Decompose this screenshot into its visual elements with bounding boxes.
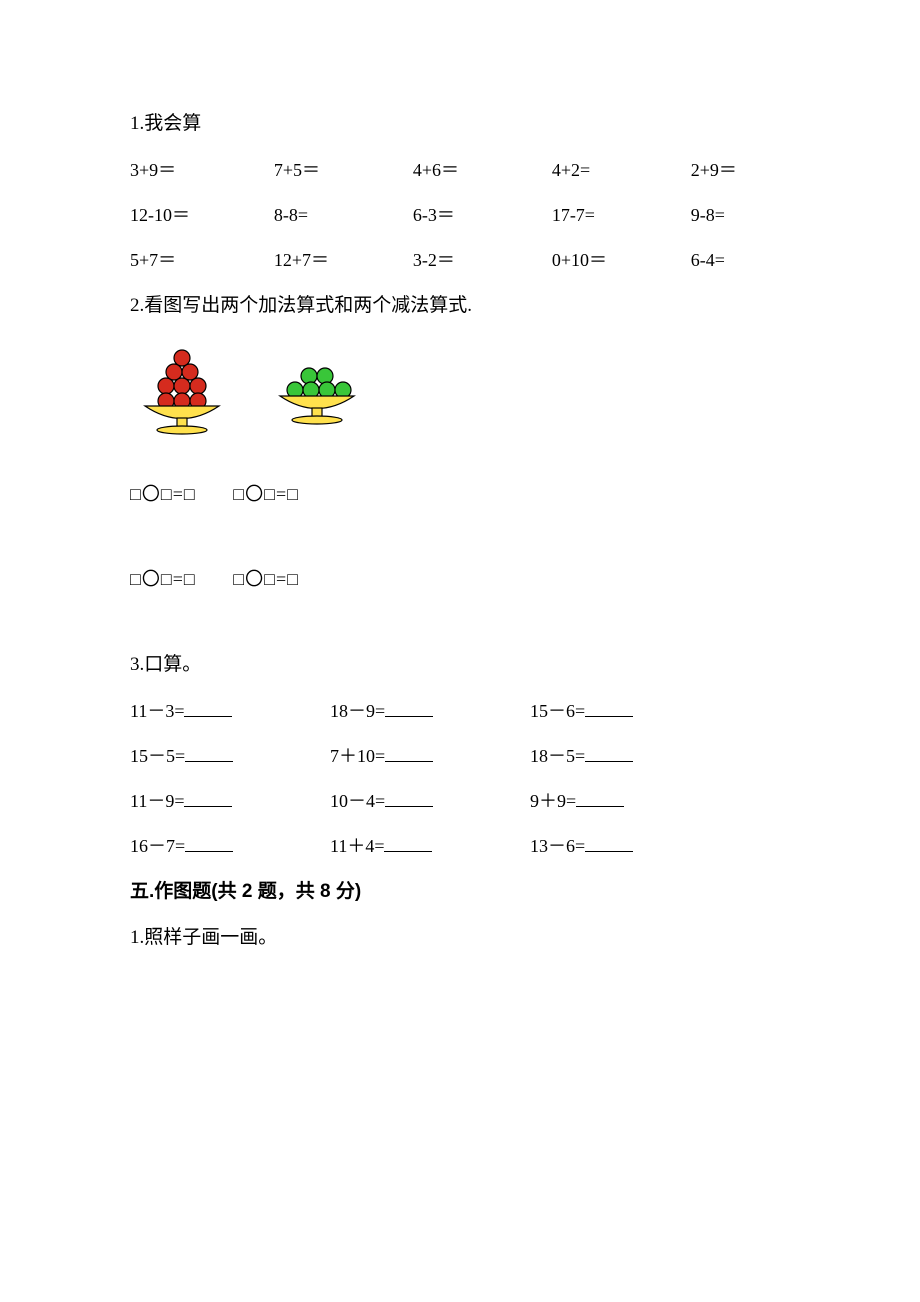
blank-line <box>576 790 624 806</box>
expr: 7＋10= <box>330 746 385 766</box>
expr: 11－3= <box>130 701 184 721</box>
mental-cell: 11－3= <box>130 698 330 725</box>
mental-row: 16－7= 11＋4= 13－6= <box>130 833 790 860</box>
calc-cell: 12+7＝ <box>274 247 413 274</box>
worksheet-page: 1.我会算 3+9＝ 7+5＝ 4+6＝ 4+2= 2+9＝ 12-10＝ 8-… <box>0 0 920 1053</box>
equation-row: □〇□=□ □〇□=□ <box>130 481 790 508</box>
calc-cell: 3-2＝ <box>413 247 552 274</box>
blank-line <box>184 790 232 806</box>
mental-cell: 10－4= <box>330 788 530 815</box>
mental-cell: 18－9= <box>330 698 530 725</box>
bowls-container <box>130 346 790 436</box>
calc-cell: 2+9＝ <box>691 157 790 184</box>
mental-cell: 9＋9= <box>530 788 730 815</box>
expr: 11＋4= <box>330 836 384 856</box>
blank-line <box>185 745 233 761</box>
expr: 18－5= <box>530 746 585 766</box>
red-bowl-icon <box>130 346 235 436</box>
blank-line <box>385 790 433 806</box>
calc-cell: 5+7＝ <box>130 247 274 274</box>
mental-row: 11－3= 18－9= 15－6= <box>130 698 790 725</box>
mental-cell: 15－6= <box>530 698 730 725</box>
blank-line <box>185 835 233 851</box>
calc-cell: 17-7= <box>552 202 691 229</box>
expr: 15－5= <box>130 746 185 766</box>
calc-row: 12-10＝ 8-8= 6-3＝ 17-7= 9-8= <box>130 202 790 229</box>
mental-row: 15－5= 7＋10= 18－5= <box>130 743 790 770</box>
calc-cell: 3+9＝ <box>130 157 274 184</box>
equation-blank: □〇□=□ <box>233 566 299 593</box>
expr: 13－6= <box>530 836 585 856</box>
equation-blank: □〇□=□ <box>130 566 196 593</box>
blank-line <box>384 835 432 851</box>
calc-cell: 7+5＝ <box>274 157 413 184</box>
equation-blank: □〇□=□ <box>233 481 299 508</box>
calc-row: 3+9＝ 7+5＝ 4+6＝ 4+2= 2+9＝ <box>130 157 790 184</box>
expr: 18－9= <box>330 701 385 721</box>
mental-row: 11－9= 10－4= 9＋9= <box>130 788 790 815</box>
blank-line <box>585 835 633 851</box>
mental-cell: 13－6= <box>530 833 730 860</box>
blank-line <box>184 700 232 716</box>
q1-header: 1.我会算 <box>130 110 790 139</box>
blank-line <box>385 745 433 761</box>
calc-cell: 6-4= <box>691 247 790 274</box>
mental-cell: 11－9= <box>130 788 330 815</box>
expr: 11－9= <box>130 791 184 811</box>
calc-cell: 4+6＝ <box>413 157 552 184</box>
calc-cell: 8-8= <box>274 202 413 229</box>
mental-cell: 15－5= <box>130 743 330 770</box>
calc-cell: 4+2= <box>552 157 691 184</box>
green-bowl-icon <box>265 346 370 436</box>
equation-blank: □〇□=□ <box>130 481 196 508</box>
mental-cell: 7＋10= <box>330 743 530 770</box>
expr: 16－7= <box>130 836 185 856</box>
section5-q1: 1.照样子画一画。 <box>130 924 790 953</box>
expr: 10－4= <box>330 791 385 811</box>
mental-cell: 16－7= <box>130 833 330 860</box>
expr: 9＋9= <box>530 791 576 811</box>
q2-header: 2.看图写出两个加法算式和两个减法算式. <box>130 292 790 321</box>
equation-row: □〇□=□ □〇□=□ <box>130 566 790 593</box>
mental-cell: 11＋4= <box>330 833 530 860</box>
calc-row: 5+7＝ 12+7＝ 3-2＝ 0+10＝ 6-4= <box>130 247 790 274</box>
blank-line <box>585 700 633 716</box>
calc-cell: 9-8= <box>691 202 790 229</box>
expr: 15－6= <box>530 701 585 721</box>
section5-title: 五.作图题(共 2 题，共 8 分) <box>130 878 790 907</box>
blank-line <box>585 745 633 761</box>
calc-cell: 6-3＝ <box>413 202 552 229</box>
calc-cell: 12-10＝ <box>130 202 274 229</box>
calc-cell: 0+10＝ <box>552 247 691 274</box>
q3-header: 3.口算。 <box>130 651 790 680</box>
blank-line <box>385 700 433 716</box>
mental-cell: 18－5= <box>530 743 730 770</box>
